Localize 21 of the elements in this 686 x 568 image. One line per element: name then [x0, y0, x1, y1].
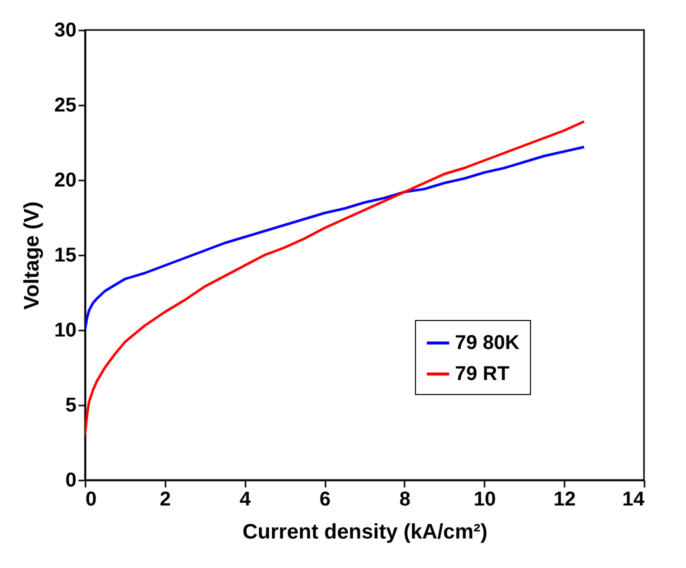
x-tick-label: 6 [320, 488, 331, 510]
y-tick-label: 25 [54, 94, 76, 116]
line-series [85, 146, 586, 332]
y-tick-label: 10 [54, 320, 76, 342]
line-series [85, 120, 586, 436]
y-tick-label: 5 [65, 394, 76, 416]
x-tick-label: 2 [160, 488, 171, 510]
x-tick-label: 0 [86, 488, 97, 510]
legend-label: 79 RT [455, 363, 510, 385]
y-axis-title: Voltage (V) [20, 201, 44, 310]
x-tick-label: 14 [622, 488, 646, 510]
y-tick-label: 15 [54, 244, 76, 266]
y-tick-label: 30 [54, 20, 76, 42]
y-tick-label: 0 [65, 470, 76, 492]
x-tick-label: 4 [240, 488, 252, 510]
x-axis-title: Current density (kA/cm²) [242, 520, 488, 544]
x-tick-label: 12 [554, 488, 576, 510]
legend-label: 79 80K [455, 332, 520, 354]
x-tick-label: 10 [474, 488, 496, 510]
x-tick-label: 8 [399, 488, 410, 510]
y-tick-label: 20 [54, 170, 76, 192]
